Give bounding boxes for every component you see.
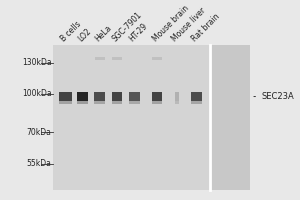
Text: 55kDa: 55kDa: [26, 159, 51, 168]
Text: 130kDa: 130kDa: [22, 58, 51, 67]
Bar: [191, 101, 202, 104]
Bar: [129, 101, 140, 104]
Bar: [191, 92, 202, 101]
Text: Rat brain: Rat brain: [190, 12, 222, 43]
Bar: [112, 57, 122, 60]
Bar: [211, 45, 250, 190]
Bar: [77, 92, 88, 101]
Text: 70kDa: 70kDa: [26, 128, 51, 137]
Text: Mouse brain: Mouse brain: [151, 4, 190, 43]
Bar: [59, 101, 72, 104]
Bar: [59, 92, 72, 101]
Bar: [175, 92, 178, 101]
Text: SEC23A: SEC23A: [261, 92, 294, 101]
Text: 100kDa: 100kDa: [22, 89, 51, 98]
Text: LO2: LO2: [76, 27, 93, 43]
Bar: [94, 92, 105, 101]
Text: HT-29: HT-29: [128, 21, 150, 43]
Bar: [175, 101, 178, 104]
Bar: [152, 92, 162, 101]
Text: HeLa: HeLa: [94, 23, 114, 43]
Bar: [53, 45, 210, 190]
Bar: [112, 101, 122, 104]
Bar: [95, 57, 105, 60]
Text: SGC-7901: SGC-7901: [111, 10, 144, 43]
Bar: [129, 92, 140, 101]
Bar: [77, 101, 88, 104]
Bar: [112, 92, 122, 101]
Bar: [94, 101, 105, 104]
Text: B cells: B cells: [59, 19, 83, 43]
Bar: [152, 57, 162, 60]
Text: Mouse liver: Mouse liver: [170, 6, 208, 43]
Bar: [152, 101, 162, 104]
